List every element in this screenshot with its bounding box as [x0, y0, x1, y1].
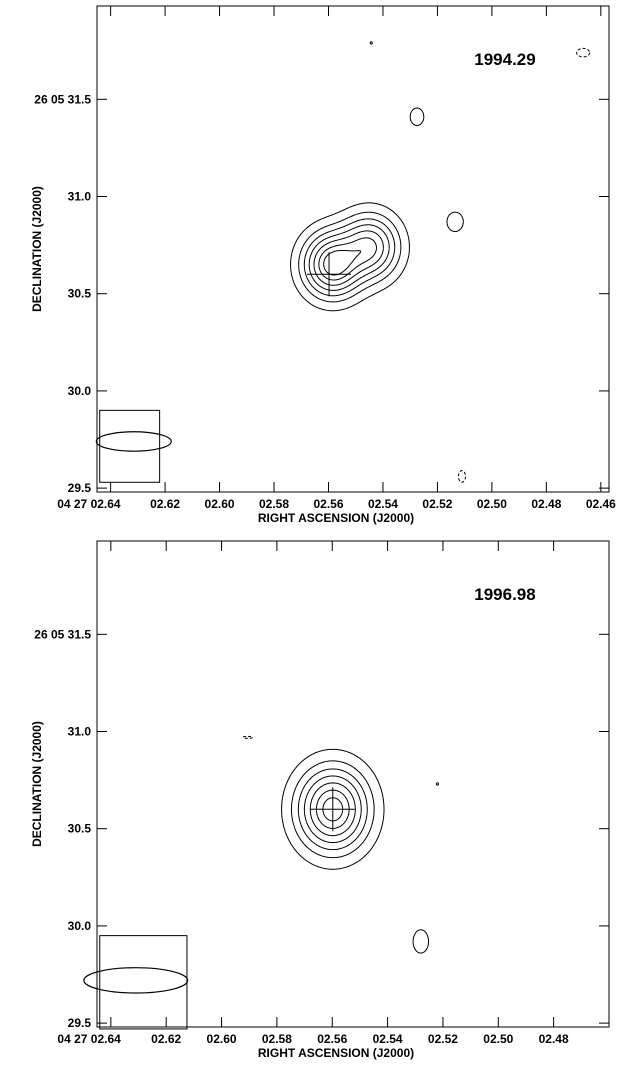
x-tick-label: 02.52: [422, 497, 452, 511]
plot-frame: [96, 5, 610, 493]
y-axis-title: DECLINATION (J2000): [30, 186, 44, 312]
x-tick-label: 04 27 02.64: [57, 1032, 121, 1046]
x-tick-label: 02.46: [586, 497, 616, 511]
x-tick-label: 02.50: [477, 497, 507, 511]
epoch-label: 1994.29: [474, 50, 535, 69]
x-tick-label: 02.52: [428, 1032, 458, 1046]
x-tick-label: 02.60: [205, 497, 235, 511]
source-contours: [211, 735, 439, 1027]
contour-line: [309, 782, 356, 837]
negative-contour: [211, 1026, 219, 1027]
contour-line: [297, 768, 368, 851]
x-tick-label: 02.56: [313, 497, 343, 511]
negative-contour: [242, 735, 254, 739]
y-tick-label: 26 05 31.5: [34, 627, 91, 641]
x-axis-title: RIGHT ASCENSION (J2000): [258, 1046, 414, 1060]
noise-contour: [435, 782, 439, 786]
y-axis-title: DECLINATION (J2000): [30, 721, 44, 847]
x-tick-label: 02.58: [259, 497, 289, 511]
y-tick-label: 30.0: [68, 919, 92, 933]
x-tick-label: 02.48: [531, 497, 561, 511]
noise-contour: [412, 929, 430, 954]
epoch-label: 1996.98: [474, 585, 535, 604]
y-tick-label: 26 05 31.5: [34, 92, 91, 106]
y-tick-label: 31.0: [68, 725, 92, 739]
source-contours: [290, 41, 591, 483]
y-tick-label: 29.5: [68, 1016, 92, 1030]
negative-contour: [457, 470, 466, 483]
x-tick-label: 02.62: [150, 497, 180, 511]
contour-line: [290, 760, 375, 859]
contour-line: [298, 211, 402, 303]
x-tick-label: 02.50: [483, 1032, 513, 1046]
beam-box: [99, 935, 188, 1030]
contour-panel: 04 27 02.64 02.62 02.60 02.58 02.56 02.54 02.5…: [30, 5, 616, 525]
y-tick-label: 30.5: [68, 822, 92, 836]
x-tick-label: 02.58: [262, 1032, 292, 1046]
beam-ellipse: [83, 967, 189, 994]
y-tick-label: 29.5: [68, 481, 92, 495]
x-tick-label: 04 27 02.64: [57, 497, 121, 511]
negative-contour: [576, 47, 591, 58]
y-tick-label: 31.0: [68, 190, 92, 204]
contour-panel: 04 27 02.64 02.62 02.60 02.58 02.56 02.54 02.5…: [30, 540, 610, 1060]
contour-line: [281, 748, 385, 870]
noise-contour: [369, 41, 373, 45]
x-tick-label: 02.54: [368, 497, 398, 511]
contour-line: [313, 230, 384, 286]
x-axis-title: RIGHT ASCENSION (J2000): [258, 511, 414, 525]
contour-line: [290, 202, 410, 312]
y-tick-label: 30.5: [68, 287, 92, 301]
contour-line: [303, 775, 362, 844]
contour-line: [322, 797, 344, 822]
x-tick-label: 02.54: [373, 1032, 403, 1046]
x-tick-label: 02.62: [151, 1032, 181, 1046]
noise-contour: [446, 211, 464, 233]
noise-contour: [409, 107, 425, 127]
plot-frame: [96, 540, 610, 1028]
contour-line: [308, 224, 390, 291]
beam-ellipse: [95, 431, 172, 452]
x-tick-label: 02.56: [317, 1032, 347, 1046]
x-tick-label: 02.60: [207, 1032, 237, 1046]
contour-line: [315, 789, 350, 829]
contour-line: [323, 249, 362, 276]
beam-box: [99, 409, 161, 483]
contour-line: [303, 218, 396, 297]
contour-line: [318, 237, 377, 281]
x-tick-label: 02.48: [539, 1032, 569, 1046]
y-tick-label: 30.0: [68, 384, 92, 398]
